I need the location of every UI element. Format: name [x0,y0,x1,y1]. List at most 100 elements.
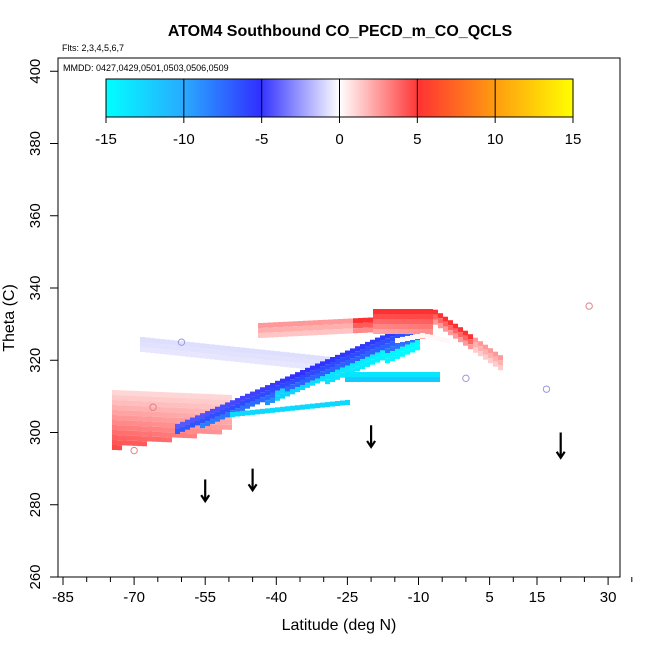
heatmap-cell [220,409,225,415]
heatmap-cell [290,379,295,385]
heatmap-cell [305,382,310,388]
heatmap-cell [240,405,245,411]
down-arrow [366,425,377,449]
heatmap-cell [255,394,260,400]
heatmap-cell [172,417,177,423]
x-axis-label: Latitude (deg N) [282,617,397,634]
heatmap-cell [338,319,343,324]
heatmap-cell [298,331,303,336]
heatmap-cell [373,314,378,319]
heatmap-cell [410,332,415,338]
heatmap-cell [112,430,117,435]
heatmap-cell [400,341,405,347]
heatmap-cell [132,415,137,421]
heatmap-cell [443,316,448,322]
heatmap-cell [385,353,390,359]
heatmap-cell [290,374,295,380]
heatmap-cell [300,353,305,359]
heatmap-cell [413,324,418,329]
heatmap-cell [348,318,353,324]
heatmap-cell [345,360,350,366]
heatmap-cell [263,327,268,333]
marker-layer [130,302,593,455]
heatmap-cell [225,412,230,418]
heatmap-cell [225,402,230,408]
heatmap-cell [295,382,300,388]
heatmap-cell [265,395,270,401]
heatmap-cell [355,361,360,367]
colorbar-tick-label: -5 [255,131,268,148]
heatmap-cell [280,383,285,389]
heatmap-cell [167,422,172,428]
heatmap-cell [393,309,398,314]
heatmap-cell [112,420,117,425]
heatmap-cell [415,345,420,351]
heatmap-cell [260,392,265,398]
heatmap-cell [185,419,190,425]
heatmap-cell [338,329,343,334]
heatmap-cell [152,426,157,432]
heatmap-cell [117,440,122,446]
heatmap-cell [177,417,182,423]
heatmap-cell [285,381,290,387]
heatmap-cell [403,314,408,319]
heatmap-cell [325,402,330,408]
heatmap-cell [177,402,182,408]
heatmap-cell [147,426,152,432]
heatmap-cell [463,335,468,341]
arrow-head [555,451,566,460]
heatmap-cell [290,362,295,368]
heatmap-cell [137,441,142,447]
heatmap-cell [403,319,408,324]
heatmap-cell [310,403,315,409]
colorbar-tick-label: 0 [335,131,343,148]
heatmap-cell [137,406,142,412]
heatmap-cell [170,350,175,356]
heatmap-cell [187,403,192,409]
colorbar-tick-label: -10 [173,131,195,148]
heatmap-cell [330,401,335,407]
heatmap-cell [137,436,142,442]
heatmap-cell [117,430,122,436]
heatmap-cell [175,429,180,434]
heatmap-cell [375,377,380,382]
heatmap-cell [270,387,275,393]
heatmap-cell [175,350,180,356]
heatmap-cell [215,406,220,412]
heatmap-cell [122,430,127,436]
heatmap-cell [340,372,345,378]
heatmap-cell [215,344,220,350]
heatmap-cell [335,401,340,407]
x-tick-label: 5 [485,589,493,606]
heatmap-cell [373,309,378,314]
heatmap-cell [468,339,473,345]
heatmap-cell [280,406,285,412]
heatmap-cell [162,437,167,443]
heatmap-cell [145,342,150,348]
heatmap-cell [212,429,217,435]
heatmap-cell [395,372,400,377]
heatmap-cell [483,354,488,360]
heatmap-cell [373,319,378,324]
heatmap-cell [285,391,290,397]
heatmap-cell [210,418,215,424]
heatmap-cell [353,323,358,329]
heatmap-cell [202,393,207,399]
heatmap-cell [350,348,355,354]
heatmap-cell [385,372,390,377]
heatmap-cell [498,365,503,371]
heatmap-cell [413,314,418,319]
heatmap-cell [365,346,370,352]
heatmap-cell [122,440,127,446]
heatmap-cell [330,362,335,368]
heatmap-cell [325,364,330,370]
heatmap-cell [255,409,260,415]
heatmap-cell [395,343,400,349]
heatmap-cell [157,411,162,417]
colorbar-ticks: -15 -10 -5 0 5 10 15 [95,79,581,148]
heatmap-cell [112,440,117,445]
heatmap-cell [215,416,220,422]
heatmap-cell [413,309,418,314]
heatmap-cell [273,332,278,338]
heatmap-cell [112,435,117,440]
